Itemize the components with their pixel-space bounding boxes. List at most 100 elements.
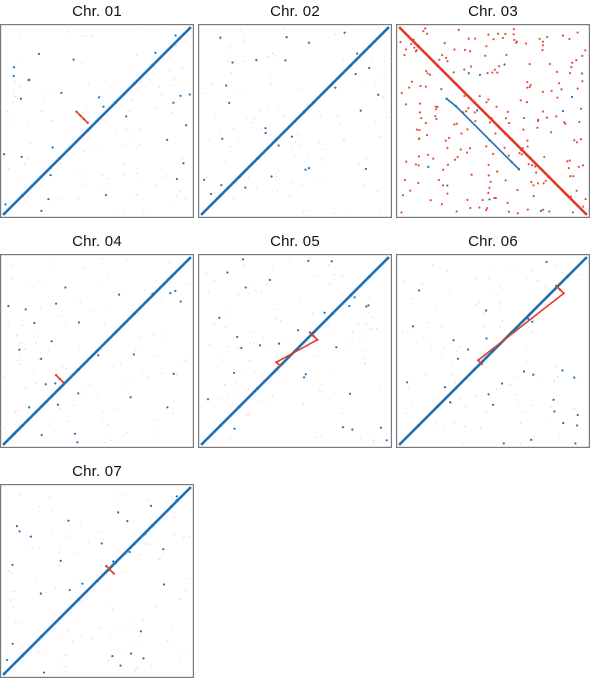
data-point <box>454 82 458 86</box>
plot-frame <box>0 254 194 448</box>
noise-point <box>104 441 106 444</box>
noise-point <box>39 651 41 653</box>
data-point <box>86 121 89 125</box>
noise-point <box>319 177 321 179</box>
noise-point <box>496 32 500 35</box>
noise-point <box>492 38 495 41</box>
noise-point <box>506 110 509 113</box>
data-point <box>21 424 24 427</box>
noise-point <box>132 304 134 307</box>
noise-point <box>443 426 445 428</box>
noise-point <box>140 180 142 182</box>
noise-point <box>349 210 351 212</box>
noise-point <box>405 160 408 163</box>
noise-point <box>525 349 527 351</box>
noise-point <box>446 60 449 63</box>
noise-point-blue <box>449 401 452 404</box>
noise-point <box>314 274 316 277</box>
noise-point <box>499 301 501 304</box>
noise-point <box>549 131 553 134</box>
noise-point-blue <box>179 94 182 97</box>
noise-point <box>36 650 38 652</box>
data-point <box>39 175 43 179</box>
noise-point <box>102 349 104 351</box>
noise-point-blue <box>39 592 42 595</box>
noise-point-blue <box>351 428 354 431</box>
noise-point-blue <box>277 342 281 345</box>
noise-point <box>123 163 125 165</box>
noise-point <box>509 384 511 386</box>
noise-point-blue <box>154 51 157 54</box>
noise-point <box>87 82 90 84</box>
noise-point <box>459 397 461 399</box>
series-segment <box>256 368 278 390</box>
noise-point <box>451 402 453 404</box>
noise-point <box>222 359 224 361</box>
noise-point <box>320 435 322 437</box>
noise-point <box>121 572 124 574</box>
noise-point <box>24 348 26 350</box>
data-point <box>476 359 480 362</box>
noise-point-blue <box>100 542 103 545</box>
noise-point-blue <box>119 664 122 667</box>
noise-point <box>295 141 297 143</box>
series-segment <box>170 256 192 278</box>
noise-point-blue <box>553 410 556 413</box>
panel-title: Chr. 04 <box>72 233 122 250</box>
data-point <box>566 194 569 197</box>
noise-point <box>431 348 433 350</box>
noise-point <box>80 36 83 38</box>
noise-point <box>175 45 177 47</box>
noise-point <box>27 158 29 160</box>
noise-point <box>113 89 115 91</box>
noise-point <box>453 123 456 126</box>
noise-point <box>243 264 245 266</box>
noise-point <box>526 145 529 148</box>
data-point <box>555 284 558 288</box>
noise-point <box>544 179 547 183</box>
noise-point <box>422 30 425 33</box>
noise-point <box>319 390 321 392</box>
noise-point <box>247 388 250 390</box>
noise-point <box>440 88 443 91</box>
noise-point <box>237 347 240 349</box>
noise-point <box>372 439 374 441</box>
data-point <box>547 293 551 297</box>
noise-point <box>364 358 366 361</box>
noise-point <box>529 292 531 295</box>
data-point <box>312 331 315 334</box>
noise-point <box>136 54 138 57</box>
series-segment <box>303 101 315 113</box>
noise-point <box>570 66 573 69</box>
series-segment <box>417 405 439 427</box>
noise-point <box>178 661 180 663</box>
noise-point <box>188 536 190 538</box>
noise-point-blue <box>285 36 288 39</box>
noise-point-blue <box>33 321 36 325</box>
noise-point-blue <box>15 525 19 528</box>
noise-point <box>371 328 373 330</box>
noise-point <box>136 194 138 196</box>
series-segment <box>114 542 136 564</box>
noise-point <box>474 120 477 123</box>
noise-point <box>359 341 361 343</box>
noise-point <box>128 623 131 625</box>
noise-point <box>553 379 555 381</box>
noise-point <box>487 163 490 167</box>
noise-point <box>21 651 23 653</box>
noise-point <box>207 292 209 294</box>
noise-point-blue <box>126 519 129 523</box>
noise-point <box>580 72 584 75</box>
dotplot <box>198 24 392 218</box>
data-point <box>79 114 82 117</box>
noise-point <box>536 126 539 129</box>
data-point <box>219 424 222 427</box>
data-point <box>547 175 551 179</box>
noise-point <box>209 140 211 142</box>
noise-point <box>29 142 32 145</box>
noise-point <box>254 371 256 374</box>
noise-point-blue <box>418 289 421 292</box>
noise-point <box>102 118 104 120</box>
noise-point <box>532 184 535 187</box>
noise-point <box>424 373 426 376</box>
